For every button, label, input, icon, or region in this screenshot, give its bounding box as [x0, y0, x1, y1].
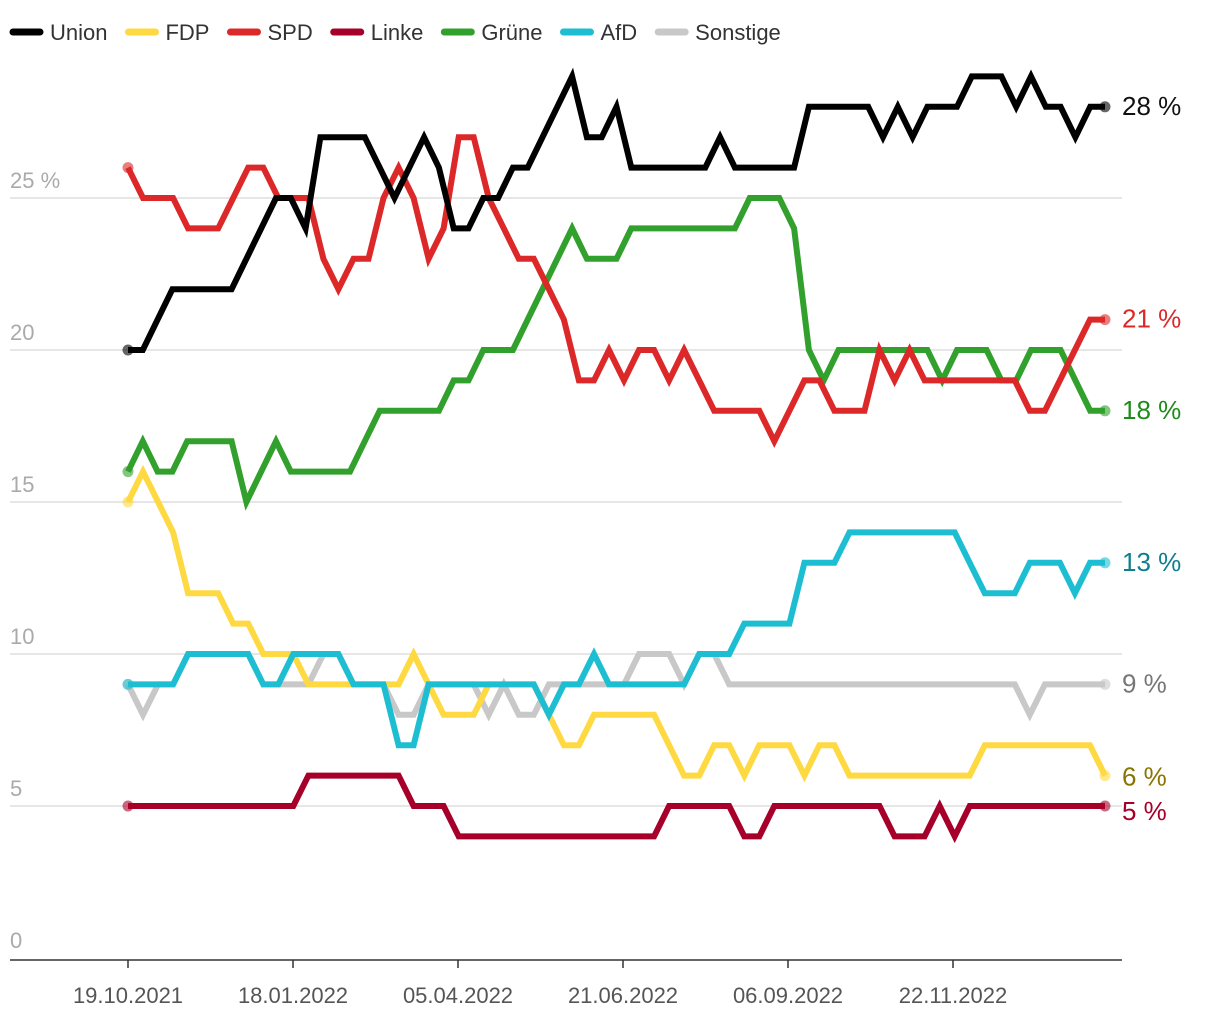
legend-label-grüne: Grüne [481, 20, 542, 45]
x-tick-label: 19.10.2021 [73, 983, 183, 1008]
legend-label-afd: AfD [600, 20, 637, 45]
series-start-point [122, 344, 134, 356]
end-label-linke: 5 % [1122, 796, 1167, 826]
y-tick-label: 25 % [10, 168, 60, 193]
x-tick-label: 05.04.2022 [403, 983, 513, 1008]
series-end-point [1099, 678, 1111, 690]
legend-label-spd: SPD [267, 20, 312, 45]
series-line-linke [128, 772, 1105, 844]
y-tick-label: 15 [10, 472, 34, 497]
x-tick-label: 22.11.2022 [899, 983, 1007, 1008]
series-line-spd [125, 134, 1105, 448]
end-label-fdp: 6 % [1122, 762, 1167, 792]
x-tick-label: 18.01.2022 [238, 983, 348, 1008]
series-start-point [122, 496, 134, 508]
y-tick-label: 10 [10, 624, 34, 649]
end-label-union: 28 % [1122, 91, 1181, 121]
legend-label-fdp: FDP [165, 20, 209, 45]
x-tick-label: 06.09.2022 [733, 983, 843, 1008]
x-tick-label: 21.06.2022 [568, 983, 678, 1008]
series-end-point [1099, 314, 1111, 326]
series-lines [122, 67, 1111, 844]
end-label-spd: 21 % [1122, 304, 1181, 334]
legend-label-union: Union [50, 20, 107, 45]
y-tick-label: 0 [10, 928, 22, 953]
series-end-point [1099, 101, 1111, 113]
series-end-point [1099, 800, 1111, 812]
end-labels: 9 % 6 % 13 % 5 % 18 % 21 % 28 % [1122, 91, 1181, 826]
series-line-union [128, 67, 1105, 353]
legend: Union FDP SPD Linke Grüne AfD Sonstige [9, 20, 781, 45]
end-label-sonstige: 9 % [1122, 668, 1167, 698]
legend-label-linke: Linke [371, 20, 424, 45]
series-end-point [1099, 770, 1111, 782]
end-label-afd: 13 % [1122, 547, 1181, 577]
end-label-grüne: 18 % [1122, 395, 1181, 425]
y-tick-label: 20 [10, 320, 34, 345]
series-line-fdp [125, 464, 1108, 783]
series-start-point [122, 162, 134, 174]
series-line-afd [128, 529, 1105, 749]
series-end-point [1099, 405, 1111, 417]
x-axis: 19.10.2021 18.01.2022 05.04.2022 21.06.2022… [10, 959, 1122, 1008]
series-start-point [122, 800, 134, 812]
series-start-point [122, 466, 134, 478]
legend-label-sonstige: Sonstige [695, 20, 781, 45]
y-tick-label: 5 [10, 776, 22, 801]
series-start-point [122, 678, 134, 690]
series-end-point [1099, 557, 1111, 569]
